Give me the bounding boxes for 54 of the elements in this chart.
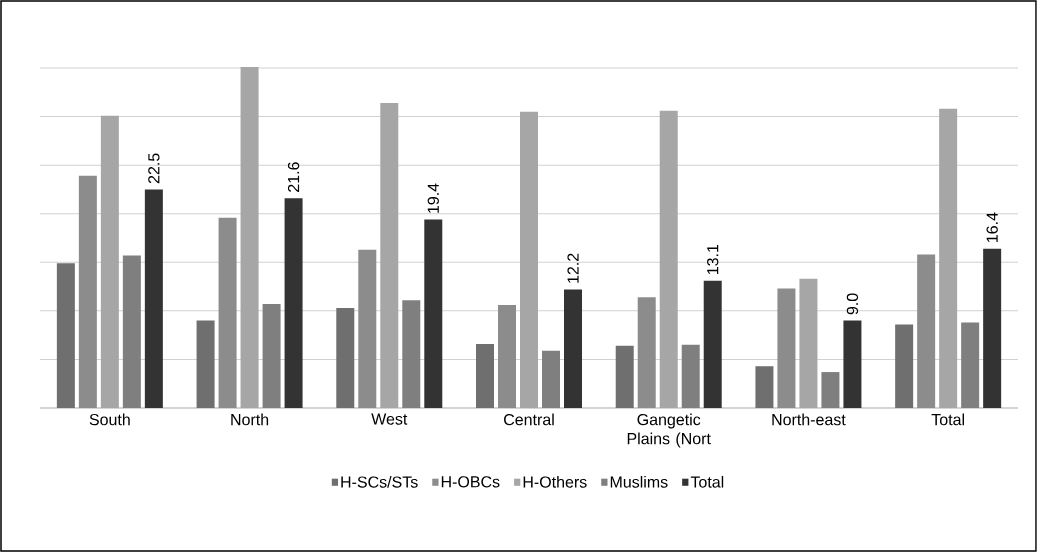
- x-tick-label: West: [371, 413, 408, 425]
- bar: [100, 115, 119, 408]
- bar: [895, 324, 914, 408]
- bar: [983, 248, 1002, 408]
- bar: [615, 345, 634, 408]
- bar: [122, 255, 141, 408]
- legend-label: H-OBCs: [441, 476, 500, 488]
- x-tick-label: North: [231, 413, 269, 426]
- bar: [380, 103, 399, 408]
- bar: [917, 254, 936, 408]
- bar: [498, 305, 516, 408]
- bar: [358, 249, 377, 408]
- bar: [821, 372, 840, 408]
- x-tick-label: Central: [504, 413, 554, 426]
- bar: [564, 289, 582, 408]
- x-tick-label: South: [89, 413, 130, 426]
- legend-label: Total: [690, 475, 724, 488]
- x-tick-label: North-east: [772, 413, 846, 426]
- bar: [843, 320, 862, 408]
- bar: [681, 344, 700, 408]
- x-tick-label: Total: [931, 413, 964, 426]
- x-tick-label: Gangetic Plains (Nort: [627, 413, 711, 448]
- bar: [240, 67, 259, 408]
- legend-label: Muslims: [610, 475, 668, 488]
- bar: [659, 110, 678, 408]
- data-label: 22.5: [148, 153, 160, 184]
- data-label: 12.2: [567, 253, 579, 283]
- bar: [218, 217, 237, 408]
- legend-label: H-SCs/STs: [341, 475, 418, 488]
- data-label: 16.4: [986, 212, 998, 242]
- bar: [402, 300, 421, 408]
- bar: [520, 111, 538, 408]
- legend-label: H-Others: [523, 475, 587, 488]
- bar: [56, 263, 75, 408]
- bar: [637, 297, 656, 408]
- bar: [777, 288, 796, 408]
- data-label: 9.0: [846, 293, 859, 315]
- data-label: 19.4: [427, 183, 439, 213]
- bar: [755, 366, 774, 408]
- bar: [799, 278, 818, 408]
- bar: [476, 343, 494, 408]
- bar: [78, 175, 97, 408]
- bar: [284, 198, 303, 408]
- bar: [196, 320, 215, 408]
- bar: [961, 322, 980, 408]
- bar: [336, 307, 355, 408]
- data-label: 13.1: [707, 244, 719, 275]
- bar: [542, 350, 560, 408]
- bar: [144, 189, 163, 408]
- data-label: 21.6: [287, 162, 300, 192]
- bar: [262, 304, 281, 408]
- bar: [424, 219, 443, 408]
- bar: [939, 108, 958, 408]
- bar: [703, 280, 722, 408]
